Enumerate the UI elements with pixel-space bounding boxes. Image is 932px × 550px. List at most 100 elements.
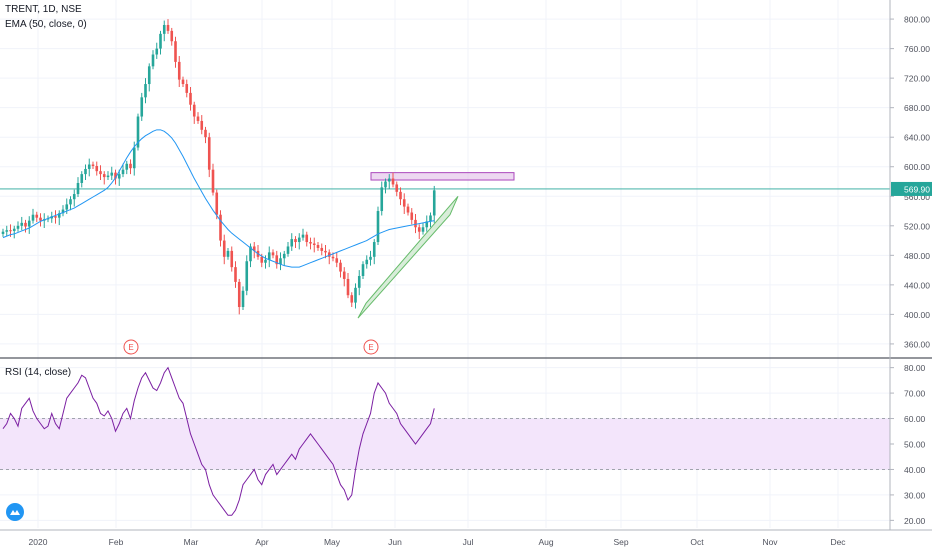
ema-legend[interactable]: EMA (50, close, 0) [5, 19, 87, 30]
price-tick-label: 760.00 [904, 44, 930, 54]
candle [256, 244, 260, 260]
candle-body [282, 253, 286, 259]
candle-body [406, 206, 410, 213]
candle-body [99, 171, 102, 175]
candle-body [185, 84, 189, 93]
candle-body [84, 168, 87, 175]
candle [207, 132, 211, 178]
candle [35, 211, 39, 223]
candle-body [365, 259, 369, 265]
candle [129, 159, 132, 175]
time-tick-label: Aug [538, 537, 553, 547]
candle [365, 255, 369, 269]
candle [99, 165, 102, 181]
candle [20, 216, 24, 231]
candle-body [222, 240, 226, 257]
time-axis[interactable]: 2020 Feb Mar Apr May Jun Jul Aug Sep Oct Nov Dec [0, 529, 932, 547]
candle-body [249, 246, 252, 262]
candle-body [181, 79, 185, 85]
candle-body [87, 164, 91, 169]
candle-body [395, 184, 399, 192]
candle [215, 189, 219, 220]
candle [189, 86, 192, 111]
candle [192, 101, 196, 124]
candle-body [372, 242, 376, 257]
candle [196, 112, 200, 124]
earnings-marker-icon[interactable]: E [123, 339, 139, 355]
candle [159, 30, 162, 55]
candle [305, 231, 309, 247]
candle-body [204, 129, 207, 138]
candle [241, 286, 245, 310]
price-axis[interactable]: 360.00 400.00 440.00 480.00 520.00 560.00 600.… [0, 0, 932, 530]
candle-body [39, 217, 42, 221]
candle [162, 20, 166, 42]
candle-body [57, 213, 61, 218]
candle [185, 79, 189, 98]
candle [376, 206, 380, 245]
tradingview-logo-icon[interactable] [6, 503, 24, 521]
candle [387, 174, 391, 189]
candle-body [305, 234, 309, 243]
candle-body [69, 199, 72, 205]
candle [5, 225, 9, 237]
last-price-label: 569.90 [904, 184, 930, 194]
candle-body [226, 250, 230, 257]
candle-body [414, 219, 417, 228]
candle-body [342, 271, 346, 279]
candle [61, 205, 65, 217]
price-tick-label: 800.00 [904, 15, 930, 25]
candle [267, 246, 271, 268]
rsi-tick-label: 40.00 [904, 465, 926, 475]
candle [414, 213, 417, 234]
candle-body [80, 174, 84, 183]
candle-body [117, 174, 121, 179]
candle-body [271, 252, 275, 256]
candle-body [399, 191, 402, 200]
candle [316, 242, 320, 251]
candle [1, 228, 5, 237]
candle [432, 185, 436, 223]
candle-body [275, 255, 279, 265]
rsi-tick-label: 60.00 [904, 414, 926, 424]
candle [54, 210, 57, 224]
candle-body [339, 262, 342, 272]
candle [222, 234, 226, 265]
candle [226, 247, 230, 260]
candle [200, 115, 204, 135]
time-tick-label: Oct [690, 537, 704, 547]
price-tick-label: 640.00 [904, 133, 930, 143]
candle [121, 163, 125, 178]
rsi-line [2, 366, 435, 516]
time-tick-label: Apr [255, 537, 268, 547]
candle-body [425, 221, 429, 228]
rsi-legend[interactable]: RSI (14, close) [5, 367, 71, 378]
candle-body [114, 172, 117, 179]
candle [402, 193, 406, 214]
candle [252, 242, 256, 259]
candle [76, 177, 80, 198]
symbol-legend[interactable]: TRENT, 1D, NSE [5, 4, 82, 15]
candle-body [95, 165, 99, 172]
earnings-marker-icon[interactable]: E [363, 339, 379, 355]
candle [279, 252, 282, 271]
candle [80, 171, 84, 188]
candle-body [286, 246, 290, 254]
candle-body [177, 61, 181, 80]
candle [339, 259, 342, 278]
ema-polyline [2, 129, 435, 268]
candle-body [147, 66, 151, 85]
candle-body [316, 244, 320, 248]
drawing-annotations[interactable] [0, 172, 890, 319]
candle [275, 250, 279, 269]
candle-body [417, 227, 421, 232]
rising-channel [357, 195, 459, 319]
candle-body [151, 54, 155, 67]
candle [204, 126, 207, 144]
candle [166, 19, 170, 34]
candle [294, 236, 297, 248]
candle [320, 243, 324, 256]
candle-body [200, 120, 204, 130]
